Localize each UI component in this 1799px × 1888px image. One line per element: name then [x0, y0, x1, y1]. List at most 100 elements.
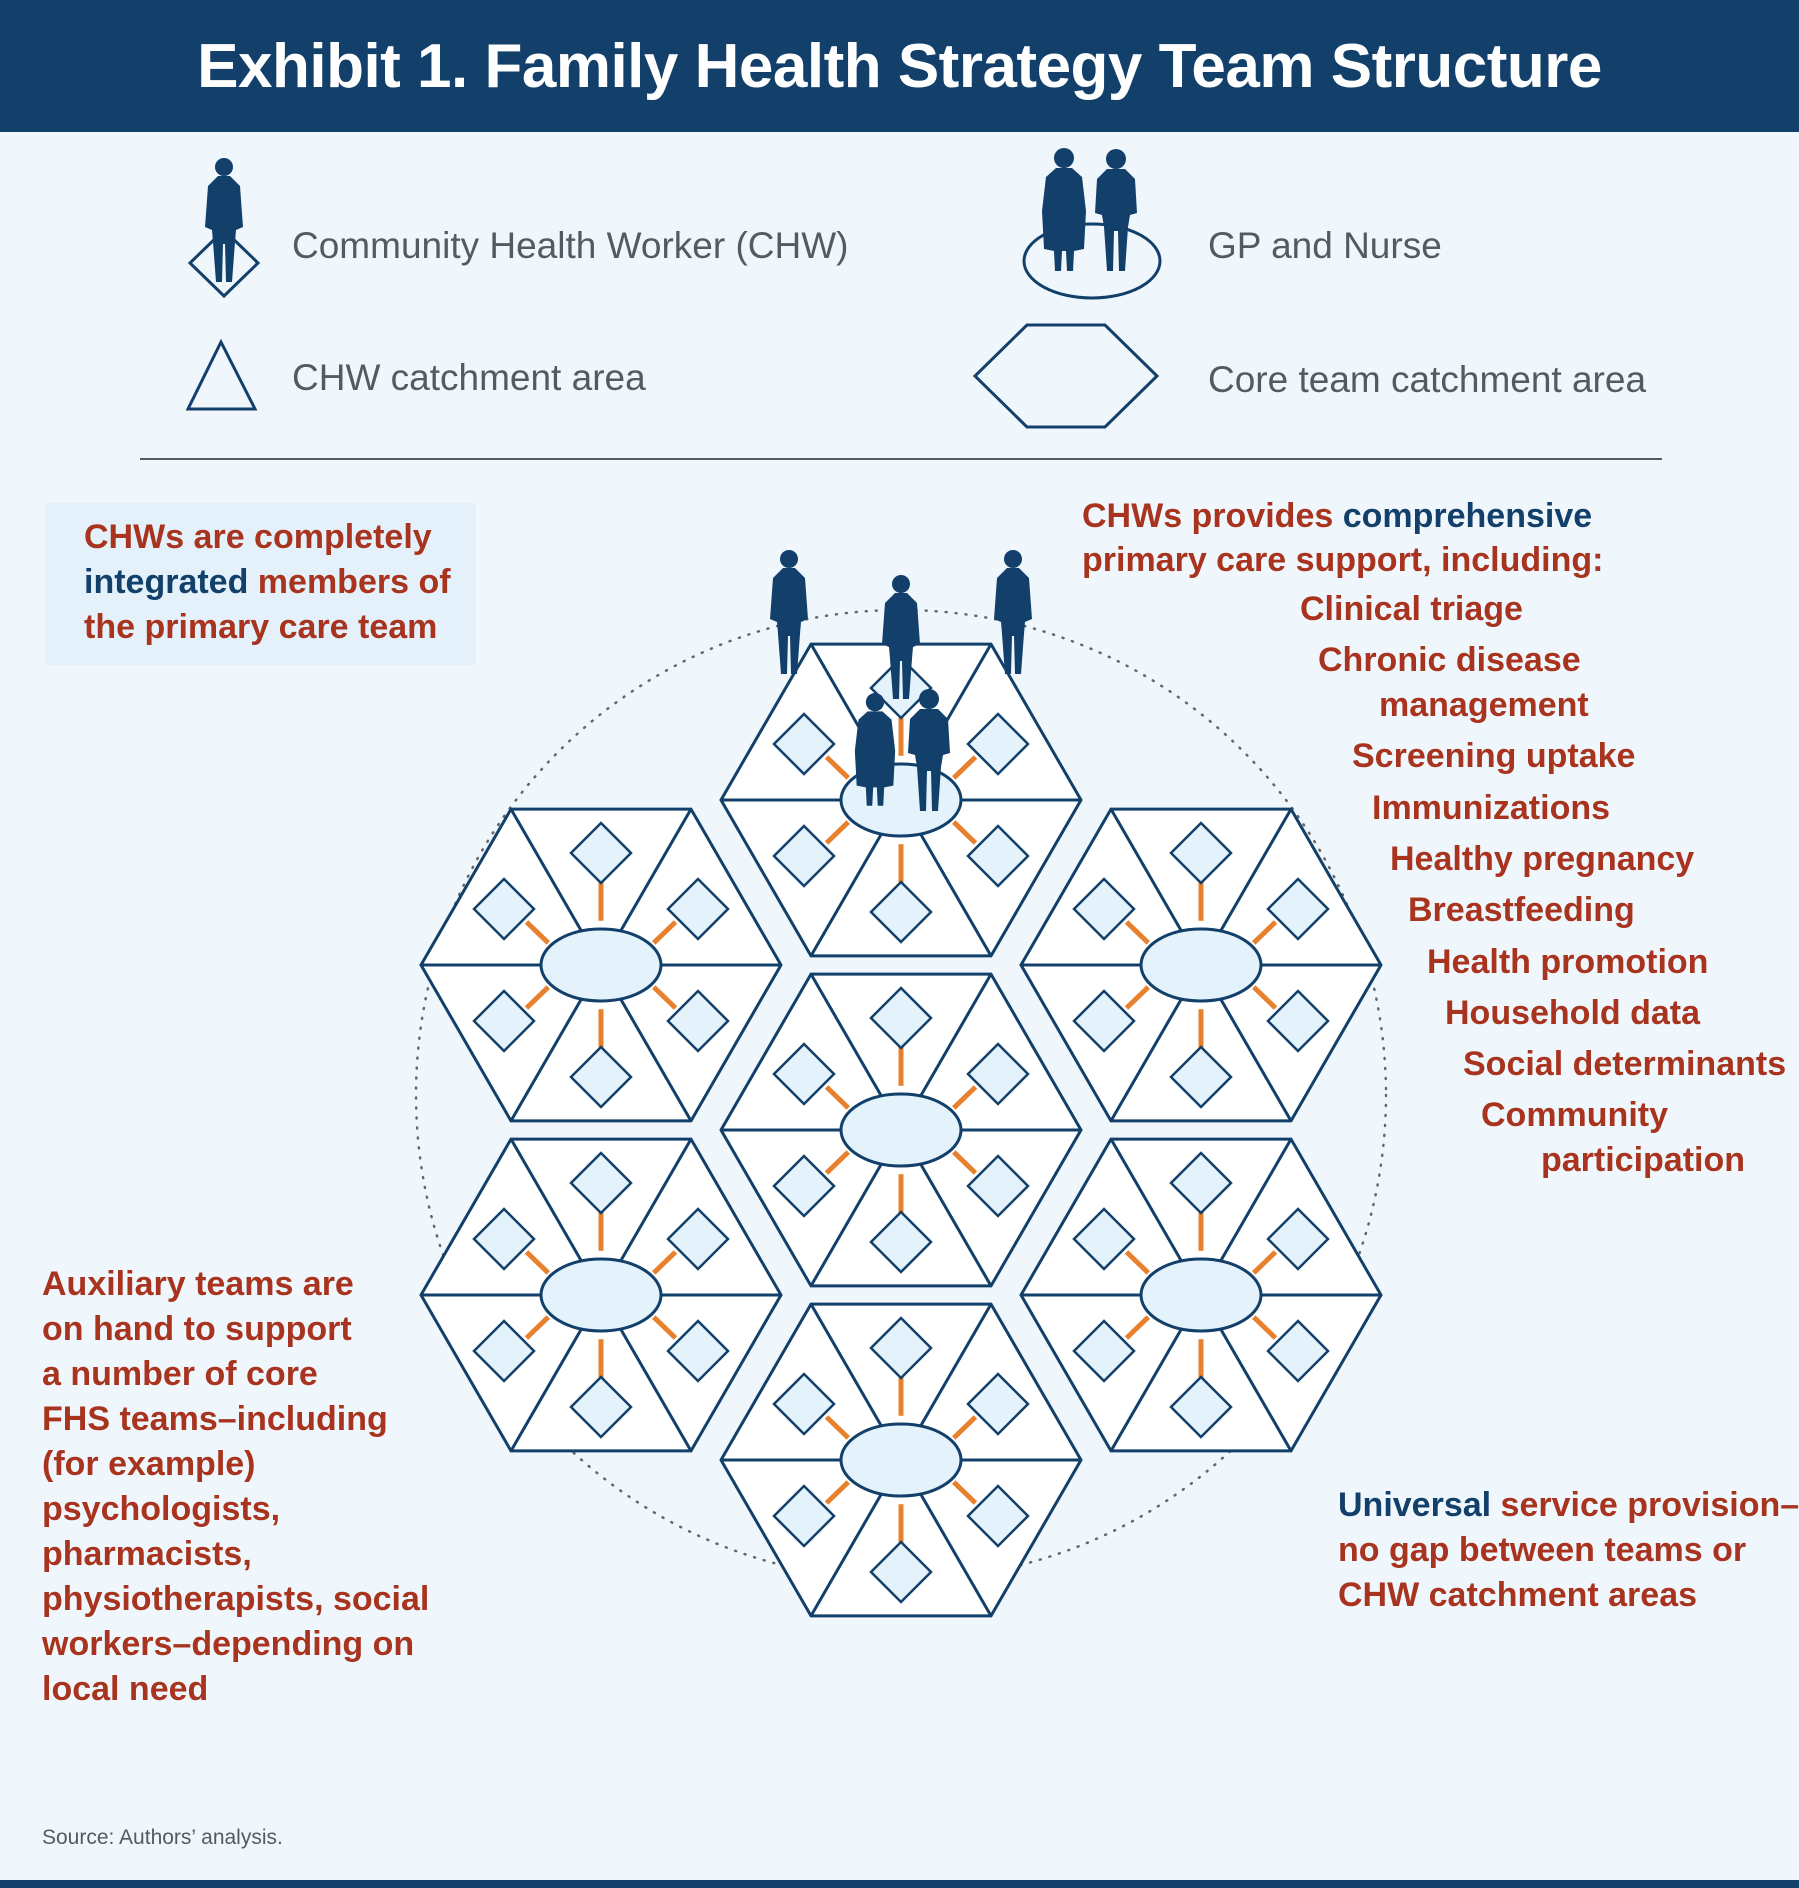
chw-diamond-icon: [1072, 989, 1136, 1053]
support-callout: CHWs provides comprehensive primary care…: [1082, 494, 1603, 582]
chw-diamond-icon: [869, 986, 933, 1050]
chw-diamond-icon: [472, 989, 536, 1053]
support-item: Screening uptake: [1352, 737, 1636, 775]
chw-link-line: [1124, 985, 1150, 1010]
chw-link-line: [952, 755, 978, 780]
chw-diamond-icon: [666, 877, 730, 941]
chw-diamond-icon: [966, 1154, 1030, 1218]
chw-diamond-icon: [1072, 1207, 1136, 1271]
chw-diamond-icon: [772, 1484, 836, 1548]
universal-line-1: Universal service provision–: [1338, 1483, 1799, 1528]
bottom-rule: [0, 1880, 1799, 1888]
legend-divider: [140, 458, 1662, 460]
chw-diamond-icon: [472, 1319, 536, 1383]
support-item: Chronic disease: [1318, 641, 1581, 679]
chw-figure: [770, 550, 808, 674]
chw-link-line: [1252, 985, 1278, 1010]
support-line-1: CHWs provides comprehensive: [1082, 494, 1603, 538]
source-note: Source: Authors’ analysis.: [42, 1826, 283, 1849]
core-team-hexagon: [1019, 1137, 1383, 1453]
universal-line-3: CHW catchment areas: [1338, 1576, 1698, 1614]
chw-diamond-icon: [1266, 1319, 1330, 1383]
chw-diamond-icon: [666, 1319, 730, 1383]
chw-link-line: [1124, 1315, 1150, 1340]
auxiliary-line: local need: [42, 1670, 209, 1708]
core-team-ellipse: [839, 1422, 963, 1498]
chw-diamond-icon: [1169, 1151, 1233, 1215]
chw-link-line: [652, 920, 678, 945]
chw-link-line: [652, 985, 678, 1010]
chw-link-line: [952, 1085, 978, 1110]
support-item: Health promotion: [1427, 943, 1709, 981]
core-team-ellipse: [1139, 927, 1263, 1003]
chw-diamond-icon: [1072, 877, 1136, 941]
integrated-callout-box: [46, 503, 476, 665]
chw-link-line: [824, 755, 850, 780]
chw-diamond-icon: [1072, 1319, 1136, 1383]
chw-diamond-icon: [869, 1316, 933, 1380]
chw-link-line: [652, 1315, 678, 1340]
chw-diamond-icon: [1169, 1375, 1233, 1439]
chw-link-line: [952, 820, 978, 845]
legend-core-area-label: Core team catchment area: [1208, 359, 1647, 400]
legend-hexagon-icon: [972, 323, 1160, 429]
core-team-hexagon: [719, 972, 1083, 1288]
support-item: Immunizations: [1372, 789, 1611, 827]
chw-diamond-icon: [772, 1042, 836, 1106]
auxiliary-callout: Auxiliary teams are on hand to support a…: [42, 1262, 429, 1712]
support-item: Clinical triage: [1300, 590, 1523, 628]
chw-diamond-icon: [666, 1207, 730, 1271]
auxiliary-line: FHS teams–including: [42, 1400, 388, 1438]
support-item: Social determinants: [1463, 1045, 1787, 1083]
chw-diamond-icon: [772, 824, 836, 888]
chw-diamond-icon: [1266, 989, 1330, 1053]
core-team-ellipse: [539, 1257, 663, 1333]
legend-gp-nurse-label: GP and Nurse: [1208, 225, 1442, 266]
universal-line-2: no gap between teams or: [1338, 1531, 1747, 1569]
chw-link-line: [952, 1480, 978, 1505]
chw-diamond-icon: [966, 1042, 1030, 1106]
support-item: Healthy pregnancy: [1390, 840, 1695, 878]
chw-diamond-icon: [966, 1372, 1030, 1436]
chw-link-line: [824, 1085, 850, 1110]
chw-link-line: [824, 1480, 850, 1505]
support-item: Community: [1481, 1096, 1668, 1134]
chw-link-line: [524, 985, 550, 1010]
integrated-highlight: integrated: [84, 563, 249, 601]
support-item: Breastfeeding: [1408, 891, 1635, 929]
auxiliary-line: psychologists,: [42, 1490, 281, 1528]
chw-link-line: [824, 820, 850, 845]
chw-link-line: [824, 1150, 850, 1175]
chw-link-line: [1252, 1250, 1278, 1275]
legend-chw-icon: [187, 158, 261, 299]
chw-link-line: [824, 1415, 850, 1440]
legend-gp-nurse-icon: [1022, 148, 1162, 300]
core-team-ellipse: [539, 927, 663, 1003]
chw-diamond-icon: [966, 1484, 1030, 1548]
auxiliary-line: workers–depending on: [42, 1625, 415, 1663]
legend-chw-area-label: CHW catchment area: [292, 357, 646, 398]
chw-diamond-icon: [472, 1207, 536, 1271]
chw-diamond-icon: [1169, 821, 1233, 885]
chw-diamond-icon: [569, 1375, 633, 1439]
chw-diamond-icon: [772, 1154, 836, 1218]
auxiliary-line: pharmacists,: [42, 1535, 252, 1573]
chw-diamond-icon: [869, 1540, 933, 1604]
core-team-ellipse: [839, 1092, 963, 1168]
auxiliary-line: physiotherapists, social: [42, 1580, 430, 1618]
universal-highlight: Universal: [1338, 1486, 1492, 1524]
chw-figure: [994, 550, 1032, 674]
core-team-hexagon: [719, 1302, 1083, 1618]
integrated-line-2-rest: members of: [248, 563, 451, 601]
chw-link-line: [524, 920, 550, 945]
core-team-hexagon: [419, 807, 783, 1123]
chw-link-line: [652, 1250, 678, 1275]
chw-diamond-icon: [1266, 877, 1330, 941]
chw-diamond-icon: [772, 1372, 836, 1436]
support-highlight: comprehensive: [1342, 497, 1593, 535]
auxiliary-line: a number of core: [42, 1355, 318, 1393]
integrated-callout: CHWs are completely integrated members o…: [84, 515, 451, 650]
chw-link-line: [1252, 1315, 1278, 1340]
core-team-hexagon: [719, 642, 1083, 958]
